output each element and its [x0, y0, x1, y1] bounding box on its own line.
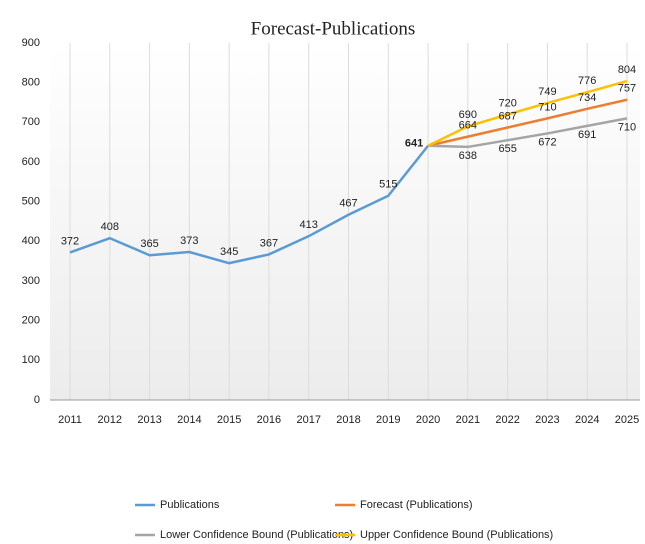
data-label: 804 — [618, 64, 636, 76]
data-label: 691 — [578, 129, 596, 141]
data-label: 365 — [140, 238, 158, 250]
x-tick-label: 2022 — [495, 414, 519, 426]
y-tick-label: 0 — [34, 394, 40, 406]
data-label: 710 — [538, 101, 556, 113]
x-tick-label: 2021 — [456, 414, 480, 426]
x-tick-label: 2023 — [535, 414, 559, 426]
y-tick-label: 800 — [22, 77, 40, 89]
data-label: 641 — [405, 138, 423, 150]
x-tick-label: 2019 — [376, 414, 400, 426]
y-tick-label: 400 — [22, 235, 40, 247]
data-label: 467 — [339, 198, 357, 210]
data-label: 687 — [498, 110, 516, 122]
x-tick-label: 2014 — [177, 414, 201, 426]
data-label: 710 — [618, 121, 636, 133]
legend-label: Publications — [160, 499, 220, 511]
series-line — [69, 144, 430, 265]
y-tick-label: 500 — [22, 196, 40, 208]
data-label: 373 — [180, 235, 198, 247]
y-tick-label: 300 — [22, 275, 40, 287]
data-label: 720 — [498, 97, 516, 109]
data-label: 655 — [498, 143, 516, 155]
x-tick-label: 2020 — [416, 414, 440, 426]
x-tick-label: 2011 — [58, 414, 82, 426]
data-label: 672 — [538, 136, 556, 148]
data-label: 367 — [260, 237, 278, 249]
x-tick-label: 2018 — [336, 414, 360, 426]
data-label: 372 — [61, 235, 79, 247]
x-tick-label: 2012 — [98, 414, 122, 426]
chart-title: Forecast-Publications — [251, 18, 416, 39]
data-label: 345 — [220, 246, 238, 258]
data-label: 776 — [578, 75, 596, 87]
y-tick-label: 900 — [22, 37, 40, 49]
series-line — [427, 79, 628, 147]
series-line — [427, 98, 628, 147]
plot-background — [50, 43, 640, 400]
data-label: 515 — [379, 179, 397, 191]
data-label: 690 — [459, 109, 477, 121]
x-tick-label: 2025 — [615, 414, 639, 426]
data-label: 734 — [578, 92, 596, 104]
data-label: 413 — [300, 219, 318, 231]
y-tick-label: 700 — [22, 116, 40, 128]
x-tick-label: 2017 — [296, 414, 320, 426]
x-tick-label: 2024 — [575, 414, 599, 426]
x-tick-label: 2015 — [217, 414, 241, 426]
data-label: 408 — [101, 221, 119, 233]
data-label: 757 — [618, 83, 636, 95]
series-line — [428, 117, 628, 149]
legend-label: Upper Confidence Bound (Publications) — [360, 529, 553, 541]
data-label: 749 — [538, 86, 556, 98]
x-tick-label: 2016 — [257, 414, 281, 426]
y-tick-label: 100 — [22, 354, 40, 366]
data-label: 638 — [459, 150, 477, 162]
data-label: 664 — [459, 120, 477, 132]
x-tick-label: 2013 — [137, 414, 161, 426]
legend-label: Forecast (Publications) — [360, 499, 473, 511]
legend-label: Lower Confidence Bound (Publications) — [160, 529, 353, 541]
y-tick-label: 200 — [22, 315, 40, 327]
y-tick-label: 600 — [22, 156, 40, 168]
